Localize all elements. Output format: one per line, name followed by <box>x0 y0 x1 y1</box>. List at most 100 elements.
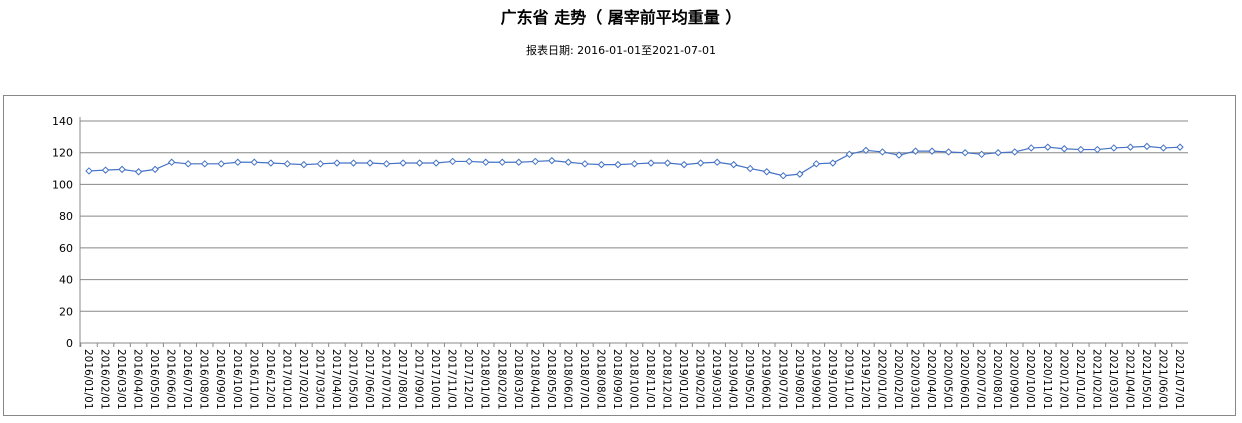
data-point <box>134 168 143 176</box>
data-point <box>614 160 622 169</box>
x-tick-label: 2016/01/01 <box>82 349 94 410</box>
data-point <box>647 159 655 167</box>
x-tick-label: 2019/06/01 <box>760 349 772 410</box>
data-point <box>1010 148 1019 156</box>
data-point <box>234 158 242 166</box>
data-point <box>151 165 159 174</box>
chart-title: 广东省 走势（ 屠宰前平均重量 ） <box>500 8 742 27</box>
data-point <box>763 168 771 176</box>
x-tick-label: 2020/08/01 <box>991 349 1003 410</box>
data-point <box>1093 145 1102 154</box>
data-point <box>349 159 358 167</box>
x-tick-label: 2016/06/01 <box>165 349 177 410</box>
data-point <box>1143 142 1151 151</box>
data-point <box>663 159 672 167</box>
x-tick-label: 2017/09/01 <box>413 349 425 410</box>
data-point <box>432 159 440 167</box>
data-point <box>482 158 490 166</box>
x-tick-label: 2019/08/01 <box>793 349 805 410</box>
x-tick-label: 2021/07/01 <box>1173 349 1185 410</box>
x-tick-label: 2020/04/01 <box>925 349 937 410</box>
data-point <box>531 157 540 166</box>
data-point <box>796 170 804 178</box>
x-tick-label: 2021/04/01 <box>1123 349 1135 410</box>
data-point <box>845 150 854 159</box>
chart-subtitle: 报表日期: 2016-01-01至2021-07-01 <box>525 44 717 57</box>
x-tick-label: 2019/12/01 <box>859 349 871 410</box>
data-point <box>250 158 259 166</box>
x-tick-label: 2020/09/01 <box>1008 349 1020 410</box>
x-tick-label: 2016/08/01 <box>198 349 210 410</box>
x-tick-label: 2021/06/01 <box>1156 349 1168 410</box>
data-point <box>630 160 639 168</box>
x-tick-label: 2020/07/01 <box>975 349 987 410</box>
y-tick-label: 60 <box>59 242 73 255</box>
x-tick-label: 2017/06/01 <box>363 349 375 410</box>
x-tick-label: 2018/07/01 <box>578 349 590 410</box>
x-tick-label: 2016/12/01 <box>264 349 276 410</box>
data-point <box>911 147 920 155</box>
y-tick-label: 80 <box>59 210 73 223</box>
x-tick-label: 2019/05/01 <box>743 349 755 410</box>
y-tick-label: 100 <box>52 178 73 191</box>
x-tick-label: 2017/07/01 <box>380 349 392 410</box>
data-point <box>465 157 473 166</box>
x-tick-label: 2020/02/01 <box>892 349 904 410</box>
data-point <box>498 158 506 166</box>
data-point <box>812 160 821 168</box>
data-point <box>515 158 523 166</box>
x-tick-label: 2016/03/01 <box>115 349 127 410</box>
x-tick-label: 2020/11/01 <box>1041 349 1053 410</box>
data-point <box>581 160 589 168</box>
data-point <box>316 160 325 168</box>
y-tick-label: 40 <box>59 274 73 287</box>
y-tick-label: 0 <box>66 337 73 350</box>
data-point <box>746 164 754 173</box>
x-tick-label: 2016/11/01 <box>247 349 259 410</box>
y-tick-label: 140 <box>52 115 73 128</box>
x-tick-label: 2017/10/01 <box>429 349 441 410</box>
data-point <box>415 159 424 167</box>
data-point <box>548 156 556 165</box>
x-tick-label: 2020/12/01 <box>1057 349 1069 410</box>
x-tick-label: 2018/06/01 <box>561 349 573 410</box>
x-tick-label: 2018/02/01 <box>495 349 507 410</box>
x-tick-label: 2019/10/01 <box>826 349 838 410</box>
data-point <box>895 151 903 159</box>
data-point <box>977 150 986 159</box>
data-point <box>184 160 192 168</box>
data-point <box>994 149 1002 157</box>
x-tick-label: 2019/04/01 <box>727 349 739 410</box>
x-tick-label: 2020/06/01 <box>958 349 970 410</box>
x-tick-label: 2017/12/01 <box>462 349 474 410</box>
x-tick-label: 2020/01/01 <box>875 349 887 410</box>
x-tick-label: 2020/03/01 <box>909 349 921 410</box>
x-tick-label: 2018/03/01 <box>512 349 524 410</box>
x-tick-label: 2017/02/01 <box>297 349 309 410</box>
x-tick-label: 2020/05/01 <box>942 349 954 410</box>
data-point <box>1044 143 1052 151</box>
data-point <box>1176 143 1184 151</box>
data-point <box>928 147 936 155</box>
data-point <box>1126 143 1135 151</box>
data-point <box>1027 144 1035 152</box>
x-tick-label: 2018/09/01 <box>611 349 623 410</box>
x-tick-label: 2017/11/01 <box>446 349 458 410</box>
data-point <box>217 160 225 168</box>
x-tick-label: 2018/11/01 <box>644 349 656 410</box>
x-tick-label: 2016/02/01 <box>99 349 111 410</box>
data-point <box>680 160 688 169</box>
data-point <box>696 159 705 167</box>
x-tick-label: 2018/01/01 <box>479 349 491 410</box>
x-tick-label: 2016/09/01 <box>214 349 226 410</box>
x-tick-label: 2016/04/01 <box>132 349 144 410</box>
data-point <box>1060 145 1068 153</box>
data-point <box>300 160 308 169</box>
x-tick-label: 2018/05/01 <box>545 349 557 410</box>
data-point <box>597 160 606 169</box>
data-point <box>1077 145 1085 154</box>
x-tick-label: 2016/05/01 <box>148 349 160 410</box>
x-tick-label: 2016/07/01 <box>181 349 193 410</box>
data-point <box>862 146 870 155</box>
